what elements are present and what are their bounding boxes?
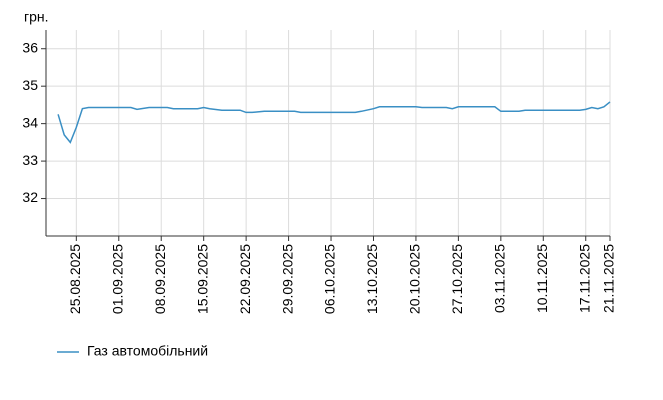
y-tick-label: 36	[22, 39, 38, 55]
x-tick-label: 29.09.2025	[279, 244, 295, 314]
x-tick-label: 20.10.2025	[407, 244, 423, 314]
y-axis-label: грн.	[24, 9, 49, 25]
y-tick-label: 35	[22, 77, 38, 93]
x-tick-label: 06.10.2025	[322, 244, 338, 314]
x-tick-label: 27.10.2025	[449, 244, 465, 314]
x-tick-label: 10.11.2025	[534, 244, 550, 313]
y-tick-label: 32	[22, 189, 38, 205]
y-tick-label: 34	[22, 114, 38, 130]
x-tick-label: 17.11.2025	[576, 244, 592, 313]
data-line	[57, 101, 611, 144]
x-tick-label: 01.09.2025	[109, 244, 125, 314]
x-tick-label: 25.08.2025	[67, 244, 83, 314]
y-tick-label: 33	[22, 152, 38, 168]
x-tick-label: 03.11.2025	[492, 244, 508, 313]
x-tick-label: 13.10.2025	[364, 244, 380, 314]
legend-label: Газ автомобільний	[87, 343, 208, 359]
x-tick-label: 15.09.2025	[194, 244, 210, 314]
x-tick-label: 22.09.2025	[237, 244, 253, 314]
x-tick-label: 21.11.2025	[601, 244, 617, 313]
x-tick-label: 08.09.2025	[152, 244, 168, 314]
